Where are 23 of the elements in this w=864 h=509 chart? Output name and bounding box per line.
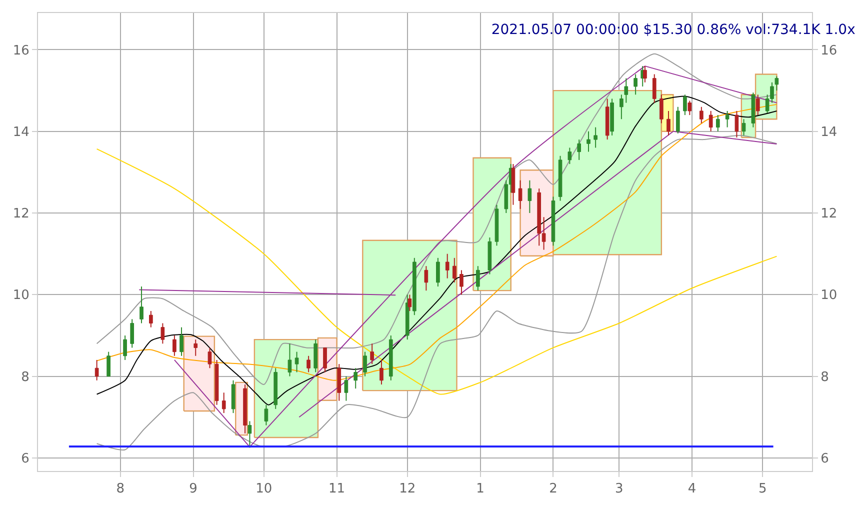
x-tick-label: 4 [688,482,696,497]
y-tick-label: 10 [12,288,30,304]
x-tick-label: 5 [758,482,767,497]
x-tick-label: 2 [549,482,558,497]
y2-tick-label: 16 [820,43,838,58]
x-tick-label: 8 [116,482,124,497]
y-tick-label: 6 [21,451,30,466]
y-tick-label: 16 [12,43,30,58]
y2-tick-label: 10 [820,288,838,304]
x-tick-label: 10 [256,482,272,497]
x-tick-label: 3 [614,482,624,497]
y2-tick-label: 6 [820,451,829,466]
y-tick-label: 8 [21,370,30,385]
y2-tick-label: 12 [820,206,838,222]
y2-tick-label: 14 [820,124,838,140]
y-tick-label: 12 [12,206,30,222]
x-tick-label: 1 [476,482,484,497]
x-tick-label: 12 [399,482,416,497]
x-tick-label: 9 [189,482,198,497]
x-tick-label: 11 [328,482,346,497]
y-tick-label: 14 [12,124,30,140]
y2-tick-label: 8 [820,370,829,385]
text: 2021.05.07 00:00:00 $15.30 0.86% vol:734.1K 1.0x [491,22,856,38]
